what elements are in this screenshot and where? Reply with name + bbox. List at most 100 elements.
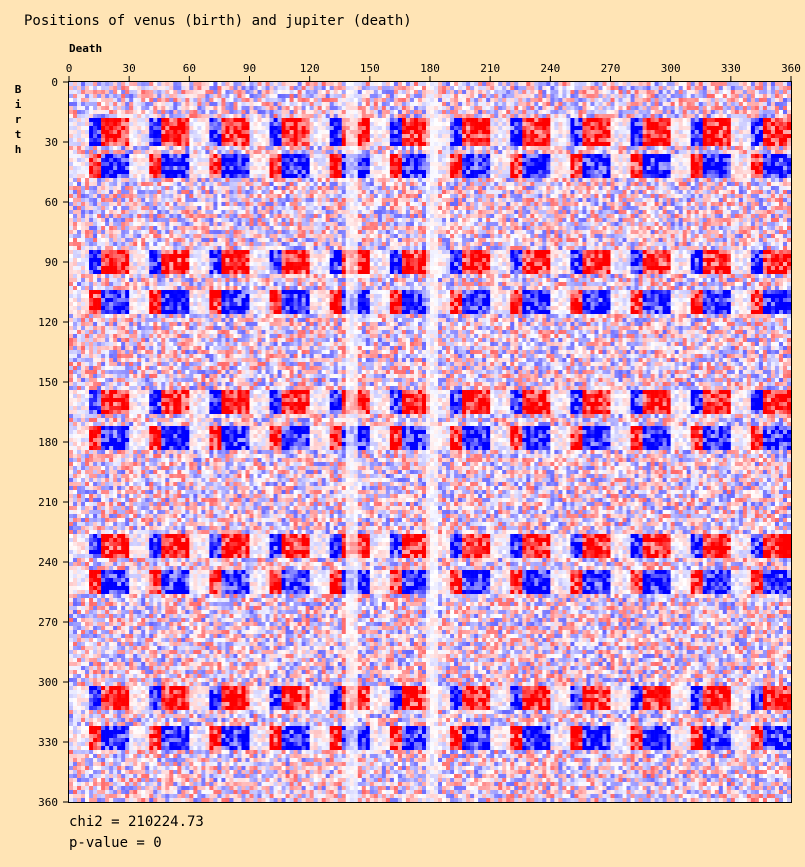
heatmap-cell xyxy=(494,86,498,90)
heatmap-cell xyxy=(586,98,590,102)
heatmap-cell xyxy=(125,102,129,106)
heatmap-cell xyxy=(229,98,233,102)
heatmap-cell xyxy=(117,82,121,86)
heatmap-cell xyxy=(430,94,434,98)
heatmap-cell xyxy=(282,98,286,102)
heatmap-cell xyxy=(554,82,558,86)
heatmap-cell xyxy=(109,86,113,90)
heatmap-cell xyxy=(169,90,173,94)
heatmap-cell xyxy=(262,90,266,94)
heatmap-cell xyxy=(538,82,542,86)
heatmap-cell xyxy=(233,94,237,98)
heatmap-cell xyxy=(675,82,679,86)
heatmap-cell xyxy=(731,82,735,86)
heatmap-cell xyxy=(606,98,610,102)
heatmap-cell xyxy=(254,98,258,102)
heatmap-cell xyxy=(85,82,89,86)
heatmap-cell xyxy=(586,90,590,94)
heatmap-cell xyxy=(498,86,502,90)
heatmap-cell xyxy=(245,98,249,102)
heatmap-cell xyxy=(181,86,185,90)
heatmap-cell xyxy=(374,90,378,94)
heatmap-cell xyxy=(755,94,759,98)
heatmap-cell xyxy=(274,86,278,90)
heatmap-cell xyxy=(241,98,245,102)
heatmap-cell xyxy=(306,90,310,94)
heatmap-cell xyxy=(615,98,619,102)
heatmap-cell xyxy=(209,82,213,86)
heatmap-cell xyxy=(691,82,695,86)
heatmap-cell xyxy=(153,102,157,106)
heatmap-cell xyxy=(189,94,193,98)
heatmap-cell xyxy=(763,90,767,94)
heatmap-cell xyxy=(659,86,663,90)
heatmap-cell xyxy=(514,94,518,98)
heatmap-cell xyxy=(683,94,687,98)
heatmap-cell xyxy=(101,90,105,94)
heatmap-cell xyxy=(747,90,751,94)
heatmap-cell xyxy=(374,98,378,102)
heatmap-cell xyxy=(458,94,462,98)
heatmap-cell xyxy=(197,94,201,98)
heatmap-cell xyxy=(594,94,598,98)
heatmap-cell xyxy=(562,94,566,98)
heatmap-cell xyxy=(418,98,422,102)
heatmap-cell xyxy=(278,94,282,98)
heatmap-cell xyxy=(631,82,635,86)
heatmap-cell xyxy=(574,86,578,90)
heatmap-cell xyxy=(667,82,671,86)
heatmap-cell xyxy=(434,86,438,90)
heatmap-cell xyxy=(221,86,225,90)
heatmap-cell xyxy=(141,90,145,94)
heatmap-cell xyxy=(434,82,438,86)
heatmap-cell xyxy=(225,98,229,102)
heatmap-cell xyxy=(282,90,286,94)
heatmap-cell xyxy=(217,86,221,90)
heatmap-cell xyxy=(719,98,723,102)
heatmap-cell xyxy=(667,98,671,102)
heatmap-cell xyxy=(342,98,346,102)
heatmap-cell xyxy=(89,102,93,106)
heatmap-cell xyxy=(201,90,205,94)
heatmap-cell xyxy=(719,90,723,94)
heatmap-cell xyxy=(354,82,358,86)
heatmap-cell xyxy=(169,86,173,90)
heatmap-cell xyxy=(771,94,775,98)
heatmap-cell xyxy=(410,98,414,102)
heatmap-cell xyxy=(113,102,117,106)
heatmap-cell xyxy=(418,90,422,94)
heatmap-cell xyxy=(185,82,189,86)
heatmap-cell xyxy=(606,94,610,98)
heatmap-cell xyxy=(330,90,334,94)
heatmap-cell xyxy=(286,98,290,102)
heatmap-cell xyxy=(382,94,386,98)
heatmap-cell xyxy=(233,82,237,86)
heatmap-cell xyxy=(755,90,759,94)
heatmap-cell xyxy=(582,82,586,86)
heatmap-cell xyxy=(81,94,85,98)
heatmap-cell xyxy=(703,86,707,90)
heatmap-cell xyxy=(771,82,775,86)
heatmap-cell xyxy=(639,86,643,90)
heatmap-cell xyxy=(462,82,466,86)
heatmap-cell xyxy=(418,82,422,86)
heatmap-cell xyxy=(250,94,254,98)
heatmap-cell xyxy=(129,102,133,106)
heatmap-cell xyxy=(278,86,282,90)
heatmap-cell xyxy=(627,98,631,102)
heatmap-cell xyxy=(282,94,286,98)
heatmap-cell xyxy=(450,98,454,102)
heatmap-cell xyxy=(113,98,117,102)
heatmap-cell xyxy=(446,94,450,98)
heatmap-cell xyxy=(290,98,294,102)
heatmap-cell xyxy=(402,94,406,98)
heatmap-cell xyxy=(221,98,225,102)
heatmap-cell xyxy=(546,82,550,86)
heatmap-cell xyxy=(611,94,615,98)
heatmap-cell xyxy=(602,94,606,98)
heatmap-cell xyxy=(89,94,93,98)
heatmap-cell xyxy=(727,90,731,94)
heatmap-cell xyxy=(133,102,137,106)
heatmap-cell xyxy=(410,94,414,98)
heatmap-cell xyxy=(374,82,378,86)
